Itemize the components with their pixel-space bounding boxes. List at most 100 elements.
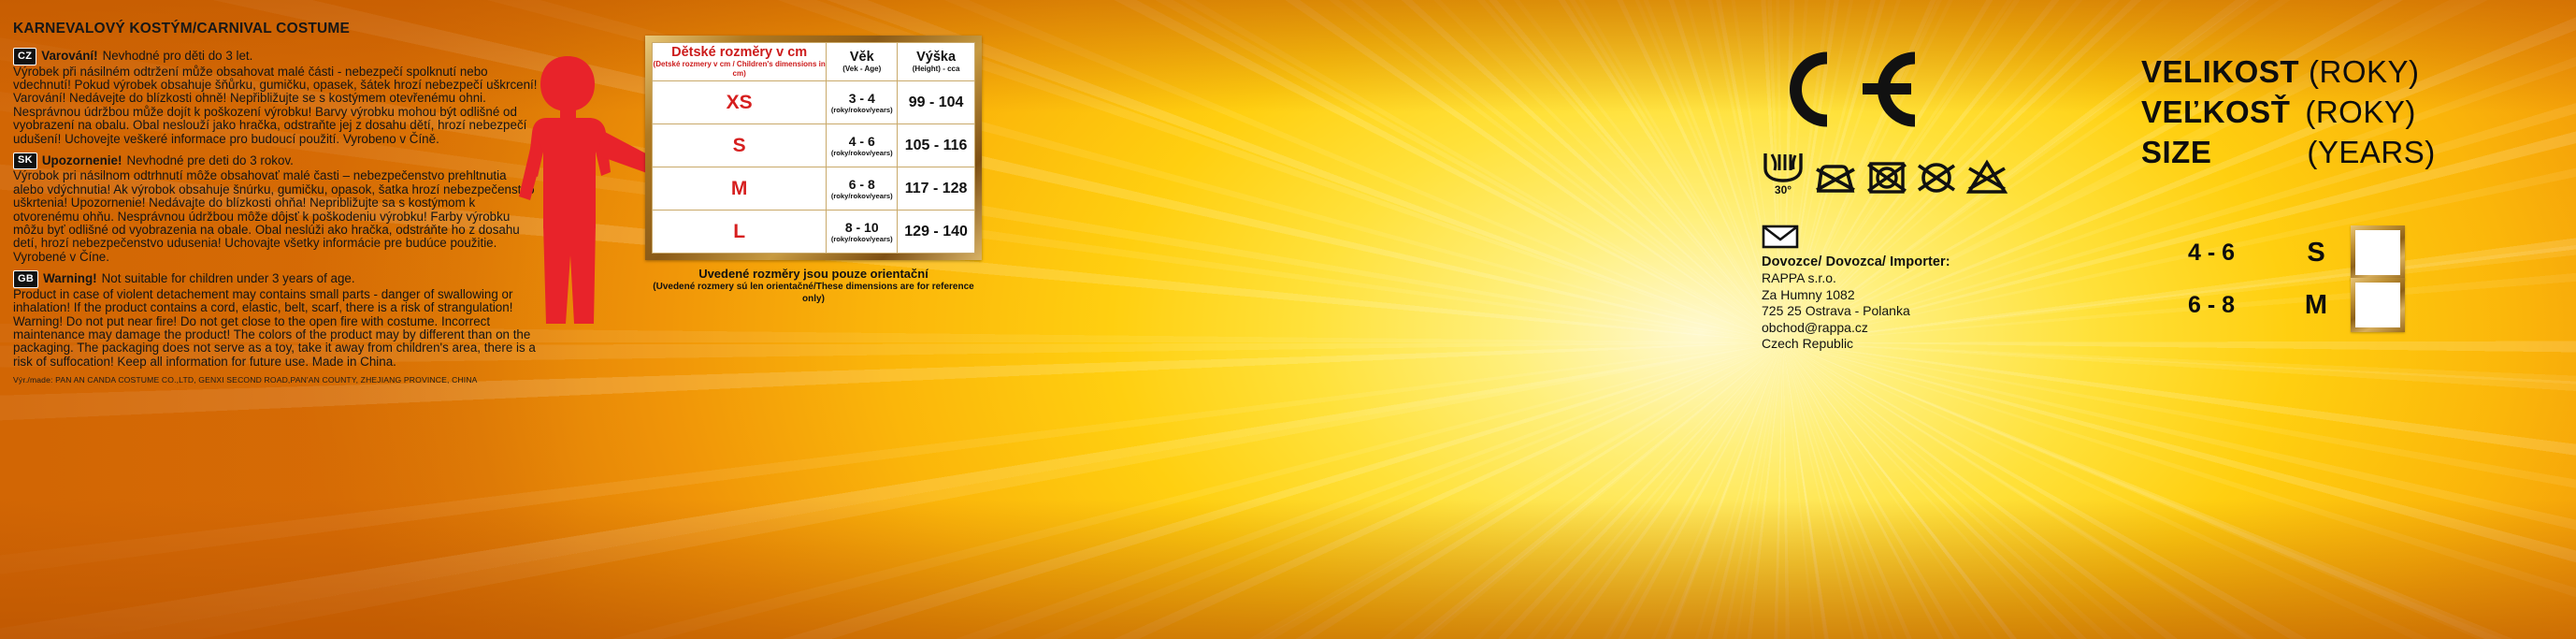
do-not-tumble-dry-icon	[1867, 162, 1907, 194]
table-cell-height: 129 - 140	[897, 210, 975, 254]
table-cell-size: M	[651, 167, 827, 211]
table-cell-age: 3 - 4 (roky/rokov/years)	[826, 80, 899, 124]
table-row: S 4 - 6 (roky/rokov/years) 105 - 116	[651, 123, 975, 167]
warning-text-cz-1: Výrobek při násilném odtržení může obsah…	[13, 64, 488, 79]
warning-text-sk-1: Výrobok pri násilnom odtrhnutí môže obsa…	[13, 168, 507, 183]
warning-text-cz-0: Nevhodné pro děti do 3 let.	[102, 49, 253, 64]
age-unit: (roky/rokov/years)	[830, 105, 893, 114]
table-cell-height: 99 - 104	[897, 80, 975, 124]
warning-text-gb-3: Warning! Do not put near fire! Do not ge…	[13, 313, 491, 328]
warning-text-gb-4: maintenance may damage the product! The …	[13, 327, 531, 341]
size-heading-en-light: (YEARS)	[2307, 135, 2436, 169]
size-table-note-primary: Uvedené rozměry jsou pouze orientační	[698, 267, 928, 281]
flag-badge-sk: SK	[13, 152, 37, 170]
size-option-list: 4 - 6 S 6 - 8 M	[2141, 226, 2562, 331]
size-heading-sk: VEĽKOSŤ (ROKY)	[2141, 92, 2562, 132]
size-value: M	[730, 177, 748, 199]
size-option-row[interactable]: 4 - 6 S	[2141, 226, 2562, 279]
size-heading-sk-light: (ROKY)	[2305, 94, 2416, 129]
do-not-dry-clean-icon	[1917, 163, 1956, 193]
height-value: 99 - 104	[908, 94, 964, 110]
warning-text-sk-4: otvorenému ohňu. Nesprávnou údržbou môže…	[13, 209, 511, 224]
hand-wash-30-icon: 30°	[1762, 148, 1805, 196]
table-header-height: Výška (Height) - cca	[897, 42, 975, 81]
warning-text-cz-2: vdechnutí! Pokud výrobek obsahuje šňůrku…	[13, 77, 538, 92]
size-value: XS	[726, 91, 753, 113]
warning-text-sk-3: uškrtenia! Upozornenie! Nedávajte do blí…	[13, 196, 476, 211]
table-header-age-sub: (Vek - Age)	[842, 65, 882, 73]
importer-street: Za Humny 1082	[1762, 286, 1855, 302]
size-table-block: Dětské rozměry v cm (Detské rozmery v cm…	[645, 36, 982, 305]
wash-temperature-label: 30°	[1774, 183, 1792, 196]
care-symbols-row: 30°	[1762, 148, 2132, 196]
warning-text-gb-6: risk of suffocation! Keep all informatio…	[13, 354, 396, 369]
warning-text-sk-2: alebo vdýchnutia! Ak výrobok obsahuje šn…	[13, 182, 535, 196]
importer-country: Czech Republic	[1762, 336, 1854, 351]
importer-label: Dovozce/ Dovozca/ Importer:	[1762, 254, 1950, 269]
warning-text-sk-5: môžu byť odlišné od vyobrazenia na obale…	[13, 223, 520, 238]
size-option-row[interactable]: 6 - 8 M	[2141, 279, 2562, 331]
size-value: S	[732, 134, 746, 156]
height-value: 117 - 128	[904, 180, 968, 196]
warning-text-cz-4: Nesprávnou údržbou může dojít k poškozen…	[13, 104, 517, 119]
do-not-bleach-icon	[1965, 159, 2008, 194]
warning-text-gb-1: Product in case of violent detachement m…	[13, 286, 513, 301]
table-cell-age: 6 - 8 (roky/rokov/years)	[826, 167, 899, 211]
importer-company: RAPPA s.r.o.	[1762, 270, 1836, 285]
size-selection-panel: VELIKOST (ROKY) VEĽKOSŤ (ROKY) SIZE (YEA…	[2141, 51, 2562, 331]
warning-text-sk-7: Vyrobené v Číne.	[13, 249, 109, 264]
size-table: Dětské rozměry v cm (Detské rozmery v cm…	[651, 42, 975, 254]
warning-heading-cz: CZ Varování! Nevhodné pro děti do 3 let.	[13, 48, 481, 65]
language-block-gb: GB Warning! Not suitable for children un…	[13, 270, 536, 369]
size-heading-cs-strong: VELIKOST	[2141, 54, 2300, 89]
child-silhouette	[510, 54, 687, 326]
size-table-note: Uvedené rozměry jsou pouze orientační (U…	[645, 267, 982, 305]
age-value: 3 - 4	[848, 90, 875, 106]
size-heading-cs-light: (ROKY)	[2309, 54, 2420, 89]
age-unit: (roky/rokov/years)	[830, 234, 893, 243]
size-heading-sk-strong: VEĽKOSŤ	[2141, 94, 2291, 129]
compliance-column: 30°	[1758, 45, 2132, 353]
do-not-iron-icon	[1816, 165, 1855, 193]
size-value: L	[733, 220, 746, 242]
table-header-age-main: Věk	[849, 50, 874, 65]
table-cell-height: 117 - 128	[897, 167, 975, 211]
age-value: 6 - 8	[848, 176, 875, 192]
importer-block: Dovozce/ Dovozca/ Importer: RAPPA s.r.o.…	[1762, 225, 2132, 353]
size-option-letter: S	[2307, 237, 2325, 268]
language-block-sk: SK Upozornenie! Nevhodné pre deti do 3 r…	[13, 152, 535, 264]
table-header-age: Věk (Vek - Age)	[826, 42, 899, 81]
warning-text-cz-6: udušení! Uchovejte veškeré informace pro…	[13, 131, 439, 146]
importer-email[interactable]: obchod@rappa.cz	[1762, 319, 1868, 335]
table-cell-size: XS	[651, 80, 827, 124]
warning-word-cz: Varování!	[41, 49, 98, 64]
size-option-checkbox-s[interactable]	[2351, 225, 2405, 280]
height-value: 105 - 116	[904, 137, 968, 153]
age-value: 8 - 10	[844, 219, 879, 235]
age-unit: (roky/rokov/years)	[830, 148, 893, 157]
flag-badge-cz: CZ	[13, 48, 37, 65]
table-header-dimensions-main: Dětské rozměry v cm	[671, 45, 808, 60]
table-row: M 6 - 8 (roky/rokov/years) 117 - 128	[651, 167, 975, 211]
table-cell-size: L	[651, 210, 827, 254]
ce-mark-icon	[1790, 51, 1916, 127]
importer-city: 725 25 Ostrava - Polanka	[1762, 303, 1910, 318]
table-row: XS 3 - 4 (roky/rokov/years) 99 - 104	[651, 80, 975, 124]
size-option-age: 4 - 6	[2187, 239, 2236, 266]
warnings-column: KARNEVALOVÝ KOSTÝM/CARNIVAL COSTUME CZ V…	[13, 21, 538, 385]
size-table-frame: Dětské rozměry v cm (Detské rozmery v cm…	[645, 36, 982, 260]
height-value: 129 - 140	[904, 223, 968, 240]
table-cell-age: 8 - 10 (roky/rokov/years)	[826, 210, 899, 254]
table-cell-age: 4 - 6 (roky/rokov/years)	[826, 123, 899, 167]
table-header-height-sub: (Height) - cca	[912, 65, 960, 73]
warning-heading-sk: SK Upozornenie! Nevhodné pre deti do 3 r…	[13, 152, 481, 170]
table-row: L 8 - 10 (roky/rokov/years) 129 - 140	[651, 210, 975, 254]
size-table-note-secondary: (Uvedené rozmery sú len orientačné/These…	[653, 282, 974, 304]
warning-text-gb-5: packaging. The packaging does not serve …	[13, 341, 536, 356]
warning-text-cz-5: vyobrazení na obalu. Obal neslouží jako …	[13, 118, 527, 133]
age-value: 4 - 6	[848, 133, 875, 149]
table-header-dimensions: Dětské rozměry v cm (Detské rozmery v cm…	[651, 42, 827, 81]
table-header-dimensions-sub: (Detské rozmery v cm / Children's dimens…	[653, 60, 826, 78]
size-option-checkbox-m[interactable]	[2351, 278, 2405, 332]
